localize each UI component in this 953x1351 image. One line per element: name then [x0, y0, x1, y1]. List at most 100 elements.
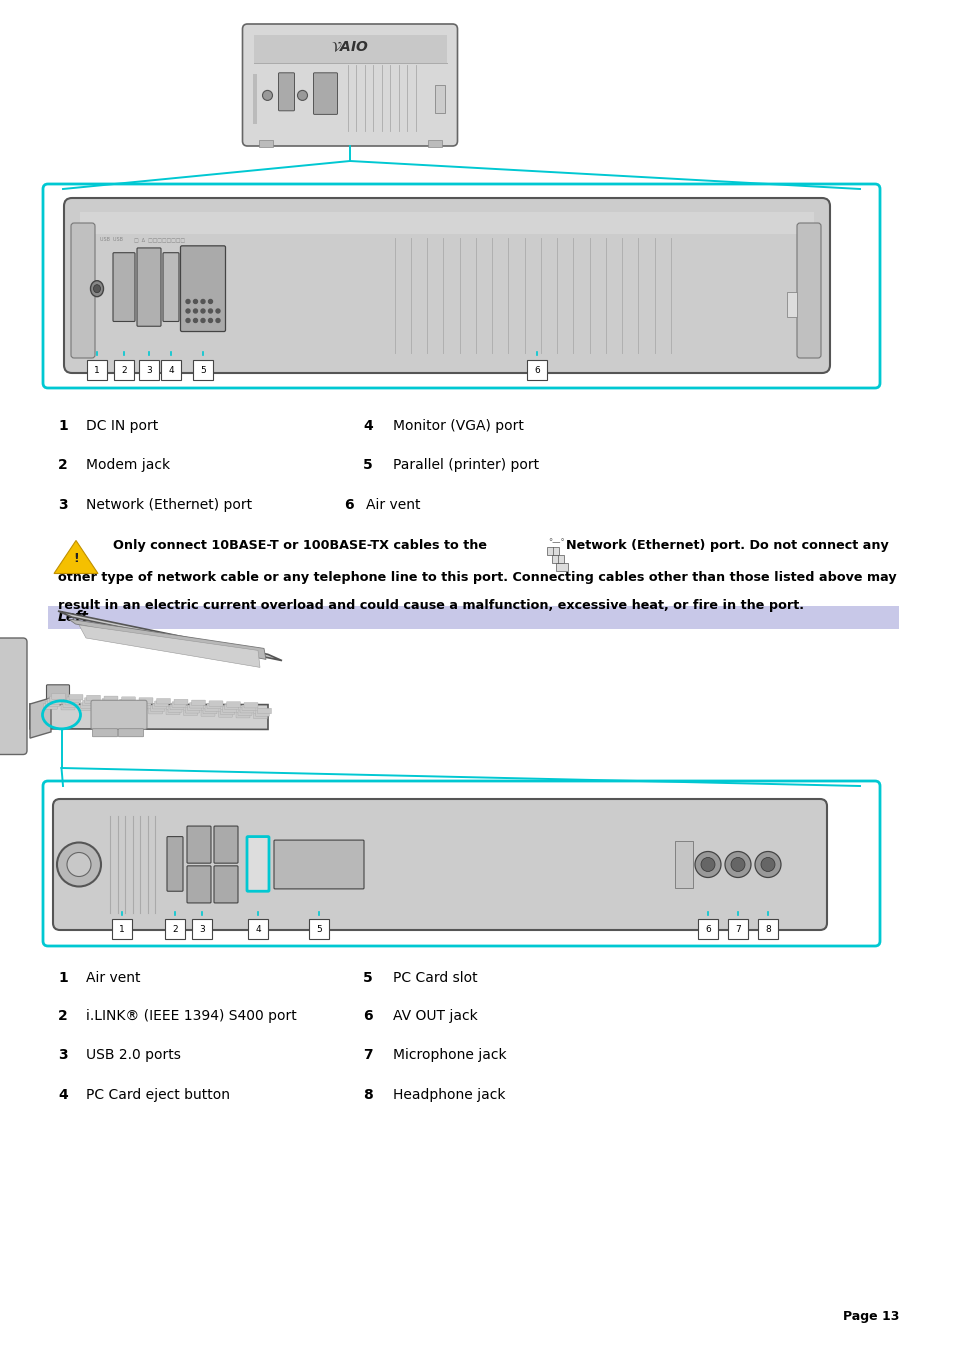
- Text: 3: 3: [58, 499, 68, 512]
- Polygon shape: [69, 619, 266, 659]
- Text: 5: 5: [363, 971, 373, 985]
- Text: Monitor (VGA) port: Monitor (VGA) port: [393, 419, 523, 434]
- Text: □  Δ  □□□□□□□□: □ Δ □□□□□□□□: [133, 236, 185, 242]
- FancyBboxPatch shape: [168, 707, 182, 712]
- Text: 2: 2: [58, 458, 68, 471]
- FancyBboxPatch shape: [78, 705, 92, 711]
- FancyBboxPatch shape: [149, 708, 162, 713]
- FancyBboxPatch shape: [188, 705, 201, 711]
- Circle shape: [754, 851, 781, 878]
- FancyBboxPatch shape: [61, 704, 75, 709]
- FancyBboxPatch shape: [193, 919, 212, 939]
- FancyBboxPatch shape: [53, 798, 826, 929]
- FancyBboxPatch shape: [192, 700, 205, 705]
- FancyBboxPatch shape: [213, 866, 237, 902]
- Text: 1: 1: [58, 419, 68, 434]
- FancyBboxPatch shape: [115, 704, 130, 709]
- FancyBboxPatch shape: [244, 703, 257, 708]
- Text: 5: 5: [315, 924, 321, 934]
- FancyBboxPatch shape: [91, 700, 147, 730]
- FancyBboxPatch shape: [139, 361, 158, 380]
- FancyBboxPatch shape: [43, 184, 879, 388]
- FancyBboxPatch shape: [173, 700, 188, 705]
- Text: 2: 2: [121, 366, 127, 374]
- FancyBboxPatch shape: [796, 223, 821, 358]
- Circle shape: [209, 300, 213, 304]
- Circle shape: [695, 851, 720, 878]
- Polygon shape: [58, 611, 282, 661]
- FancyBboxPatch shape: [46, 701, 59, 707]
- Text: AV OUT jack: AV OUT jack: [393, 1009, 477, 1023]
- FancyBboxPatch shape: [121, 697, 135, 703]
- Bar: [675, 842, 692, 888]
- FancyBboxPatch shape: [527, 361, 546, 380]
- FancyBboxPatch shape: [207, 704, 221, 709]
- Ellipse shape: [262, 91, 273, 100]
- FancyBboxPatch shape: [170, 704, 184, 709]
- FancyBboxPatch shape: [242, 705, 255, 711]
- Circle shape: [215, 319, 220, 323]
- Circle shape: [57, 843, 101, 886]
- Text: 6: 6: [363, 1009, 373, 1023]
- FancyBboxPatch shape: [220, 709, 234, 715]
- FancyBboxPatch shape: [201, 711, 214, 716]
- FancyBboxPatch shape: [253, 713, 267, 719]
- FancyBboxPatch shape: [213, 825, 237, 863]
- FancyBboxPatch shape: [161, 361, 180, 380]
- Text: 3: 3: [146, 366, 152, 374]
- Circle shape: [215, 309, 220, 313]
- Bar: [546, 547, 558, 555]
- Text: 4: 4: [168, 366, 173, 374]
- Text: 6: 6: [704, 924, 710, 934]
- Text: PC Card eject button: PC Card eject button: [86, 1088, 230, 1102]
- Text: 8: 8: [363, 1088, 373, 1102]
- Text: i.LINK® (IEEE 1394) S400 port: i.LINK® (IEEE 1394) S400 port: [86, 1009, 296, 1023]
- FancyBboxPatch shape: [50, 696, 64, 701]
- FancyBboxPatch shape: [67, 697, 81, 703]
- Text: Network (Ethernet) port. Do not connect any: Network (Ethernet) port. Do not connect …: [565, 539, 888, 553]
- Text: 5: 5: [200, 366, 206, 374]
- FancyBboxPatch shape: [274, 840, 364, 889]
- Text: 4: 4: [363, 419, 373, 434]
- FancyBboxPatch shape: [222, 707, 236, 712]
- FancyBboxPatch shape: [117, 703, 132, 708]
- Circle shape: [209, 309, 213, 313]
- Bar: [258, 141, 273, 147]
- Text: 6: 6: [344, 499, 354, 512]
- Text: Network (Ethernet) port: Network (Ethernet) port: [86, 499, 252, 512]
- FancyBboxPatch shape: [113, 707, 128, 712]
- Circle shape: [201, 309, 205, 313]
- Text: other type of network cable or any telephone line to this port. Connecting cable: other type of network cable or any telep…: [58, 571, 896, 584]
- Bar: [253, 74, 256, 124]
- FancyBboxPatch shape: [71, 223, 95, 358]
- FancyBboxPatch shape: [727, 919, 747, 939]
- Ellipse shape: [93, 285, 100, 293]
- FancyBboxPatch shape: [137, 700, 151, 705]
- FancyBboxPatch shape: [0, 638, 27, 754]
- FancyBboxPatch shape: [98, 704, 112, 709]
- Circle shape: [724, 851, 750, 878]
- Ellipse shape: [91, 281, 103, 297]
- Circle shape: [67, 852, 91, 877]
- FancyBboxPatch shape: [218, 712, 233, 717]
- Text: 5: 5: [363, 458, 373, 471]
- FancyBboxPatch shape: [87, 361, 107, 380]
- Text: 8: 8: [764, 924, 770, 934]
- FancyBboxPatch shape: [80, 703, 94, 708]
- FancyBboxPatch shape: [163, 253, 179, 322]
- FancyBboxPatch shape: [172, 701, 186, 708]
- FancyBboxPatch shape: [187, 866, 211, 902]
- FancyBboxPatch shape: [185, 708, 199, 713]
- Text: 2: 2: [58, 1009, 68, 1023]
- FancyBboxPatch shape: [104, 696, 118, 701]
- Text: °—°: °—°: [547, 538, 564, 547]
- FancyBboxPatch shape: [190, 703, 203, 708]
- FancyBboxPatch shape: [698, 919, 717, 939]
- Circle shape: [201, 300, 205, 304]
- FancyBboxPatch shape: [44, 704, 57, 709]
- FancyBboxPatch shape: [224, 704, 238, 709]
- Text: Modem jack: Modem jack: [86, 458, 170, 471]
- Text: Page 13: Page 13: [841, 1310, 898, 1323]
- FancyBboxPatch shape: [154, 701, 169, 707]
- Text: 3: 3: [199, 924, 205, 934]
